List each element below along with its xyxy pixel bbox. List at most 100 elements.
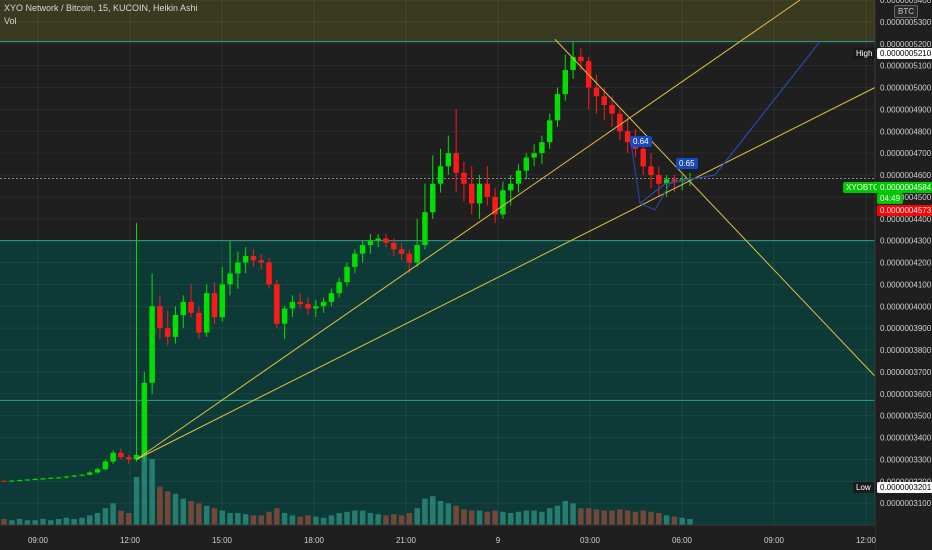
volume-bar [539,511,545,525]
volume-bar [578,508,584,525]
volume-bar [149,459,155,525]
candle-body [172,315,179,337]
volume-bar [383,515,389,525]
candle-body [133,455,140,460]
candle-body [617,113,623,132]
candle-body [500,190,506,215]
candle-body [578,56,584,62]
volume-bar [617,509,623,525]
candle-body [305,304,311,309]
candle-body [601,96,607,105]
volume-bar [133,477,140,525]
candle-body [531,153,537,158]
price-tick-label: 0.0000004200 [880,259,932,268]
time-tick-label: 09:00 [28,536,49,545]
volume-bar [172,493,179,525]
volume-bar [554,505,561,525]
candle-body [9,480,15,482]
volume-bar [437,501,444,525]
candle-body [492,196,498,215]
candle-body [87,472,93,475]
candle-body [406,253,413,263]
candle-body [118,452,124,458]
price-tick-label: 0.0000003600 [880,390,932,399]
price-tick-label: 0.0000004000 [880,302,932,311]
volume-bar [110,503,116,525]
candle-body [359,245,366,254]
volume-bar [242,514,249,525]
volume-bar [32,520,38,525]
time-tick-label: 09:00 [764,536,785,545]
volume-bar [305,515,311,525]
volume-bar [320,517,327,525]
low-value: 0.0000003201 [877,482,932,493]
price-tick-label: 0.0000003100 [880,499,932,508]
candle-body [196,312,202,333]
candle-body [242,255,249,263]
currency-badge[interactable]: BTC [894,5,918,18]
price-tick-label: 0.0000003500 [880,412,932,421]
symbol-label: XYOBTC [843,182,882,193]
price-tick-label: 0.0000003300 [880,455,932,464]
candle-body [16,479,23,481]
candle-body [320,301,327,307]
volume-bar [500,511,506,525]
volume-bar [118,510,124,525]
candle-body [188,301,194,313]
trendline-down [554,39,876,377]
candle-body [125,457,132,460]
volume-bar [391,514,397,525]
candle-body [336,282,342,294]
candle-body [375,238,381,241]
candle-body [461,172,467,184]
time-tick-label: 12:00 [856,536,877,545]
volume-label: Vol [4,16,17,26]
volume-bar [359,510,366,525]
volume-bar [632,511,639,525]
volume-bar [445,503,452,525]
candle-body [523,157,530,171]
candle-body [94,469,101,473]
volume-bar [523,510,530,525]
volume-bar [71,519,77,525]
candle-body [398,249,405,254]
volume-bar [648,511,654,525]
time-tick-label: 03:00 [580,536,601,545]
volume-bar [398,515,405,525]
candle-body [328,293,335,302]
volume-bar [609,510,615,525]
volume-bar [679,517,685,525]
price-tick-label: 0.0000003400 [880,434,932,443]
candle-body [313,306,319,309]
volume-bar [430,496,436,525]
volume-bar [671,516,678,525]
candle-body [1,480,7,482]
time-tick-label: 12:00 [120,536,141,545]
candle-body [570,56,576,70]
volume-bar [352,510,358,525]
candle-body [141,382,148,455]
volume-bar [687,519,693,525]
volume-bar [196,503,202,525]
candle-body [289,301,296,309]
candle-body [648,166,654,175]
volume-bar [546,508,553,525]
candle-body [281,308,288,324]
projection-path [639,41,821,204]
volume-bar [258,515,264,525]
candle-body [383,238,389,243]
price-tick-label: 0.0000004600 [880,171,932,180]
candle-body [266,262,272,285]
volume-bar [336,513,342,525]
upper-zone [0,0,875,42]
volume-bar [250,515,257,525]
volume-bar [235,513,241,525]
price-tick-label: 0.0000005300 [880,18,932,27]
candle-body [180,301,187,315]
volume-bar [211,508,218,525]
volume-bar [63,517,70,525]
candle-body [430,183,436,213]
volume-bar [188,501,194,525]
volume-bar [227,513,233,525]
